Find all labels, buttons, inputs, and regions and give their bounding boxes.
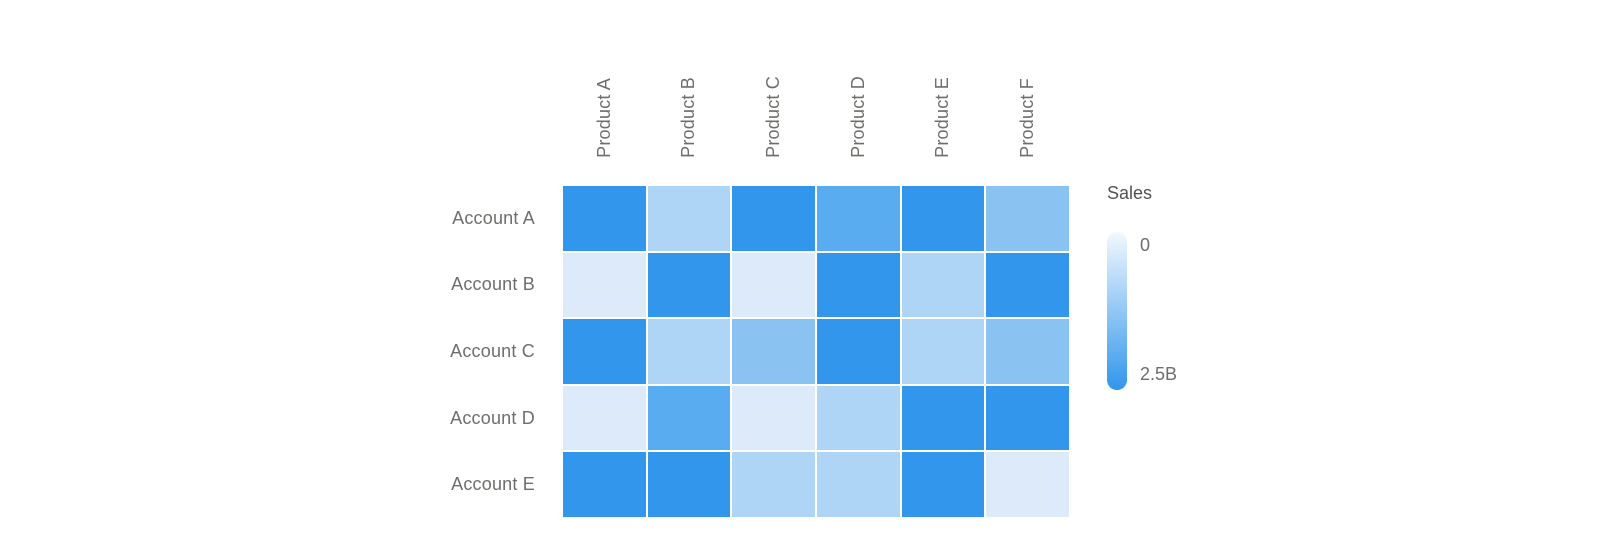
heatmap-cell[interactable] — [901, 186, 985, 251]
heatmap-cell[interactable] — [901, 452, 985, 517]
legend: Sales 0 2.5B — [1107, 183, 1287, 390]
legend-min-label: 0 — [1140, 235, 1151, 255]
heatmap-cell[interactable] — [647, 252, 731, 318]
y-axis-label: Account C — [450, 340, 535, 361]
x-axis-label: Product A — [563, 28, 646, 158]
legend-gradient-bar — [1107, 232, 1127, 390]
x-axis-label-text: Product D — [847, 76, 868, 158]
heatmap-cell[interactable] — [732, 186, 815, 251]
heatmap-cell[interactable] — [732, 252, 815, 318]
heatmap-cell[interactable] — [816, 385, 900, 451]
x-axis-label: Product B — [648, 28, 731, 158]
heatmap-cell[interactable] — [563, 452, 646, 517]
x-axis-label-text: Product E — [932, 77, 953, 158]
heatmap-cell[interactable] — [986, 186, 1069, 251]
heatmap-cell[interactable] — [816, 452, 900, 517]
x-axis-label-text: Product A — [593, 78, 614, 158]
legend-ticks: 0 2.5B — [1140, 232, 1177, 385]
heatmap-cell[interactable] — [816, 252, 900, 318]
heatmap-cell[interactable] — [901, 385, 985, 451]
x-axis-label-text: Product C — [763, 76, 784, 158]
x-axis-labels: Product A Product B Product C Product D Prod… — [563, 28, 1069, 158]
heatmap-grid — [563, 186, 1069, 517]
heatmap-cell[interactable] — [816, 319, 900, 384]
x-axis-label-text: Product F — [1017, 78, 1038, 158]
heatmap-cell[interactable] — [563, 385, 646, 451]
heatmap-cell[interactable] — [647, 319, 731, 384]
heatmap-cell[interactable] — [901, 252, 985, 318]
y-axis-label: Account D — [450, 407, 535, 428]
heatmap-cell[interactable] — [563, 186, 646, 251]
y-axis-label: Account A — [452, 207, 535, 228]
legend-max-label: 2.5B — [1140, 364, 1178, 384]
y-axis-label: Account B — [451, 274, 535, 295]
heatmap-cell[interactable] — [563, 252, 646, 318]
y-axis-label: Account E — [451, 474, 535, 495]
y-axis-labels: Account A Account B Account C Account D Acco… — [295, 186, 535, 517]
legend-body: 0 2.5B — [1107, 232, 1287, 390]
heatmap-cell[interactable] — [732, 452, 815, 517]
heatmap-cell[interactable] — [986, 385, 1069, 451]
x-axis-label-text: Product B — [678, 77, 699, 158]
heatmap-cell[interactable] — [563, 319, 646, 384]
x-axis-label: Product F — [986, 28, 1069, 158]
heatmap-cell[interactable] — [986, 319, 1069, 384]
heatmap-cell[interactable] — [647, 452, 731, 517]
x-axis-label: Product C — [732, 28, 815, 158]
legend-title: Sales — [1107, 183, 1153, 203]
heatmap-cell[interactable] — [986, 252, 1069, 318]
heatmap-cell[interactable] — [901, 319, 985, 384]
heatmap-cell[interactable] — [647, 385, 731, 451]
heatmap-cell[interactable] — [732, 385, 815, 451]
heatmap-cell[interactable] — [732, 319, 815, 384]
heatmap-cell[interactable] — [816, 186, 900, 251]
x-axis-label: Product D — [817, 28, 900, 158]
x-axis-label: Product E — [902, 28, 985, 158]
heatmap-cell[interactable] — [647, 186, 731, 251]
heatmap-cell[interactable] — [986, 452, 1069, 517]
